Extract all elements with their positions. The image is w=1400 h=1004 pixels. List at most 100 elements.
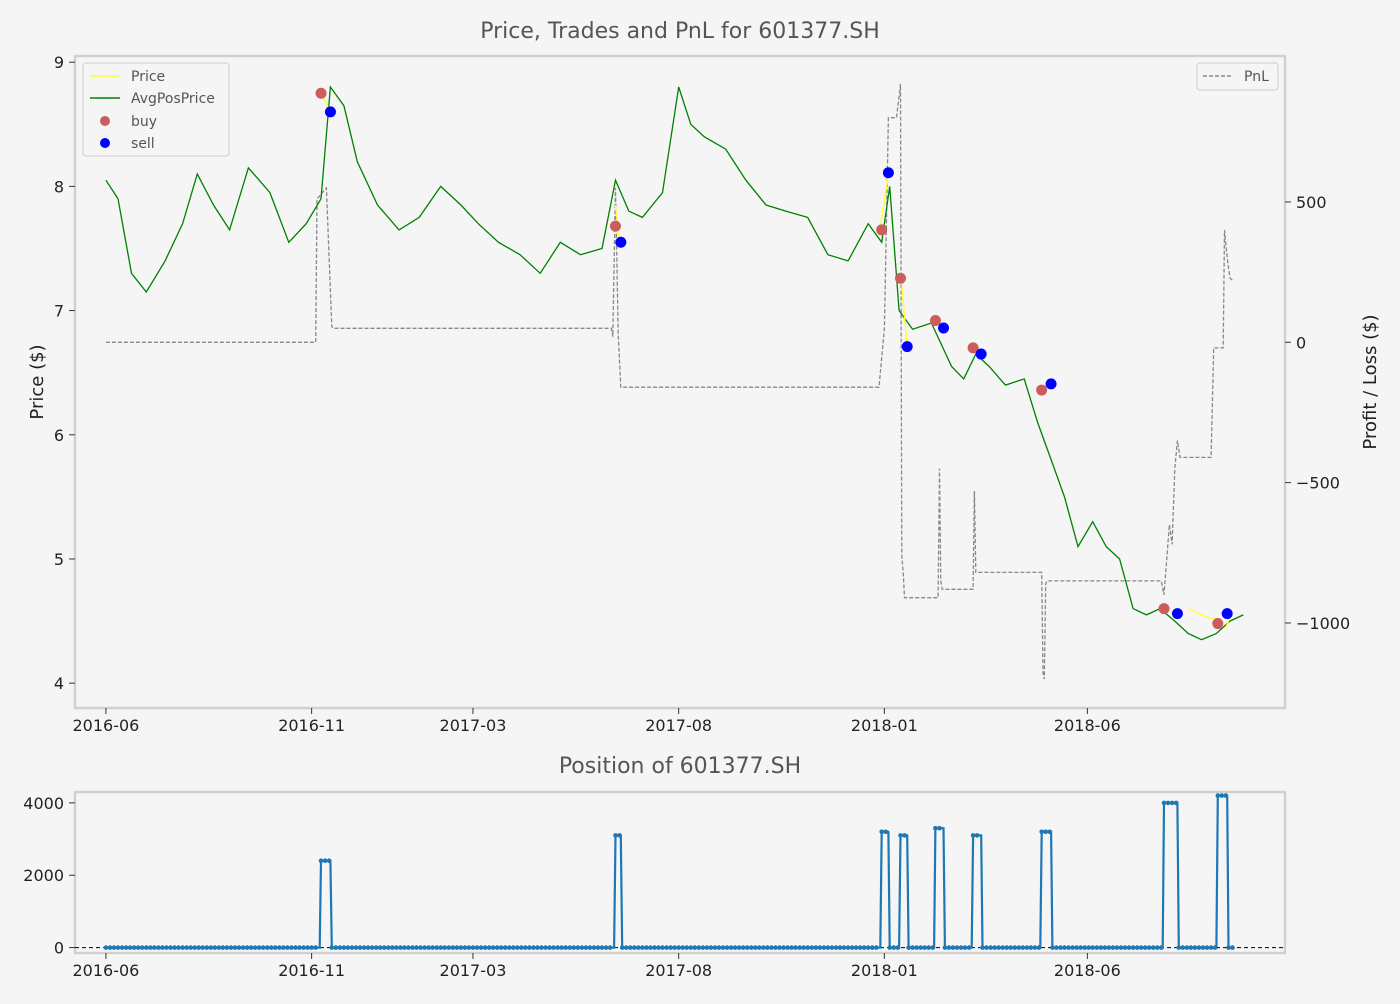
position-marker: [962, 945, 968, 950]
legend-avgpos-label: AvgPosPrice: [131, 91, 215, 107]
position-marker: [192, 945, 197, 950]
position-marker: [220, 945, 226, 950]
position-marker: [567, 945, 573, 950]
position-marker: [329, 945, 335, 950]
position-marker: [224, 945, 230, 950]
sell-marker: [615, 236, 627, 248]
pnl-y-ticks: 500 0 −500 −1000: [1285, 193, 1350, 633]
position-marker: [716, 945, 722, 950]
position-marker: [212, 945, 218, 950]
position-marker: [628, 945, 633, 950]
position-marker: [418, 945, 423, 950]
position-marker: [1110, 945, 1116, 950]
position-x-tick-label: 2016-11: [278, 961, 345, 980]
position-marker: [1130, 945, 1136, 950]
position-x-tick-label: 2018-01: [851, 961, 918, 980]
position-marker: [619, 945, 625, 950]
position-marker: [732, 945, 738, 950]
position-marker: [398, 945, 403, 950]
position-marker: [1155, 945, 1160, 950]
position-marker: [708, 945, 714, 950]
position-marker: [740, 945, 746, 950]
position-marker: [1008, 945, 1013, 950]
position-marker: [857, 945, 863, 950]
position-marker: [1000, 945, 1005, 950]
position-marker: [426, 945, 431, 950]
position-marker: [164, 945, 169, 950]
position-marker: [946, 945, 952, 950]
position-marker: [365, 945, 371, 950]
position-marker: [692, 945, 698, 950]
position-marker: [930, 945, 936, 950]
sell-marker: [1171, 608, 1183, 620]
position-y-tick-label: 2000: [23, 866, 64, 885]
position-marker: [895, 945, 901, 950]
position-marker: [248, 945, 254, 950]
position-marker: [394, 945, 399, 950]
position-marker: [676, 945, 681, 950]
legend-pnl-label: PnL: [1244, 69, 1269, 85]
position-marker: [333, 945, 339, 950]
legend-sell-marker: [100, 138, 110, 148]
position-marker: [757, 945, 762, 950]
position-marker: [507, 945, 512, 950]
position-marker: [974, 833, 980, 838]
position-marker: [498, 945, 504, 950]
position-marker: [853, 945, 859, 950]
position-marker: [236, 945, 242, 950]
position-marker: [966, 945, 972, 950]
position-marker: [478, 945, 484, 950]
price-x-tick-label: 2016-11: [278, 716, 345, 735]
position-marker: [377, 945, 383, 950]
pnl-y-tick-label: −500: [1296, 474, 1340, 493]
position-marker: [1043, 829, 1048, 835]
position-marker: [617, 833, 622, 838]
position-marker: [160, 945, 165, 950]
position-marker: [579, 945, 585, 950]
position-marker: [1032, 945, 1038, 950]
position-marker: [337, 945, 343, 950]
position-x-tick-label: 2018-06: [1054, 961, 1121, 980]
position-x-tick-label: 2016-06: [72, 961, 139, 980]
position-marker: [1028, 945, 1034, 950]
position-marker: [152, 945, 157, 950]
position-marker: [318, 858, 324, 863]
price-legend: Price AvgPosPrice buy sell: [82, 62, 230, 157]
position-marker: [1020, 945, 1026, 950]
position-marker: [462, 945, 468, 950]
buy-marker: [609, 220, 621, 232]
position-marker: [474, 945, 480, 950]
buy-marker: [1036, 384, 1048, 396]
position-marker: [434, 945, 440, 950]
price-chart-title: Price, Trades and PnL for 601377.SH: [480, 19, 880, 44]
position-marker: [1150, 945, 1156, 950]
position-marker: [422, 945, 427, 950]
position-marker: [724, 945, 730, 950]
buy-marker: [876, 224, 888, 236]
position-marker: [208, 945, 214, 950]
position-marker: [781, 945, 786, 950]
position-marker: [1180, 945, 1186, 950]
position-marker: [950, 945, 956, 950]
position-marker: [527, 945, 532, 950]
position-marker: [204, 945, 210, 950]
position-marker: [543, 945, 548, 950]
legend-price-label: Price: [131, 69, 165, 85]
position-marker: [583, 945, 589, 950]
position-marker: [922, 945, 927, 950]
position-marker: [829, 945, 835, 950]
buy-marker: [1158, 603, 1170, 615]
position-marker: [390, 945, 395, 950]
position-marker: [587, 945, 593, 950]
position-marker: [139, 945, 145, 950]
price-line-segment: [1186, 607, 1219, 622]
position-marker: [1047, 829, 1052, 835]
position-marker: [1062, 945, 1067, 950]
position-marker: [148, 945, 153, 950]
position-marker: [1196, 945, 1202, 950]
position-marker: [837, 945, 843, 950]
position-marker: [1126, 945, 1132, 950]
position-marker: [805, 945, 810, 950]
position-marker: [273, 945, 278, 950]
position-series-layer: [75, 793, 1285, 950]
